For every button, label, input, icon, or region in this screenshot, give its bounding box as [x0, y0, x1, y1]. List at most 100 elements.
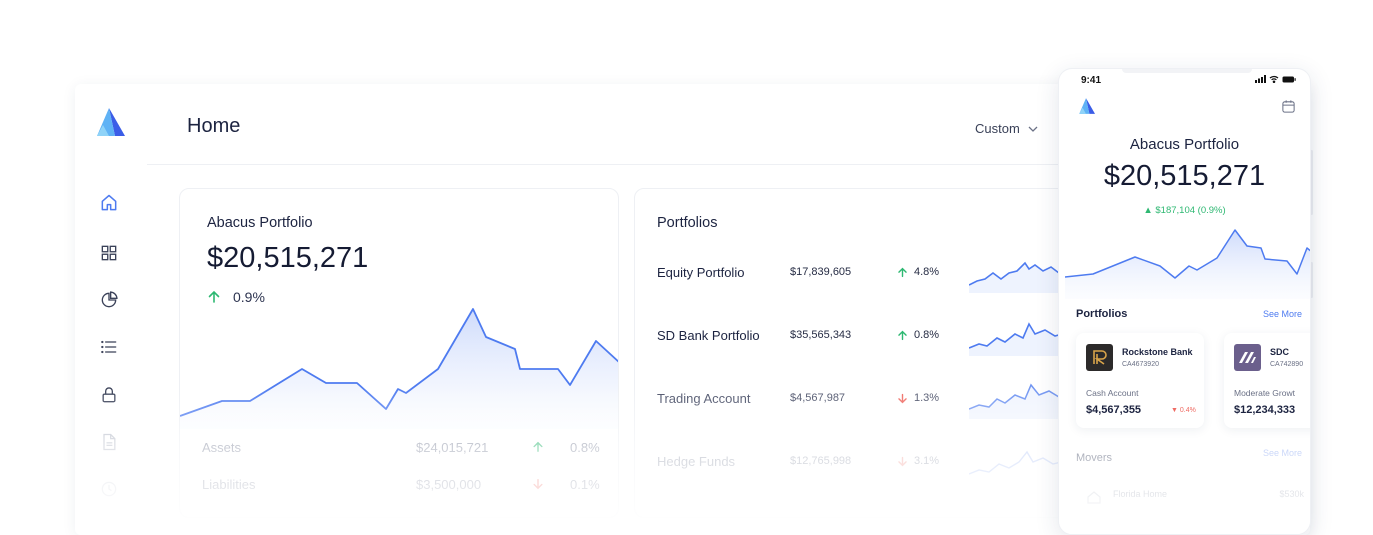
mobile-area-chart[interactable]: [1065, 224, 1311, 299]
mobile-movers-heading: Movers: [1076, 452, 1113, 464]
sidebar-item-dashboard[interactable]: [97, 241, 121, 265]
portfolio-change-value: 0.9%: [233, 289, 265, 305]
summary-label: Assets: [202, 440, 242, 455]
portfolio-card-value: $20,515,271: [207, 242, 369, 274]
sidebar: [75, 84, 145, 535]
status-icons: [1255, 75, 1296, 83]
triangle-up-icon: ▲: [1143, 205, 1156, 216]
summary-change: 0.8%: [570, 440, 600, 455]
mover-row[interactable]: Florida Home $530k: [1079, 487, 1304, 507]
mobile-chart-line: [1065, 229, 1310, 279]
account-value: $12,234,333: [1234, 404, 1296, 416]
bottom-fade-overlay: [1059, 424, 1310, 534]
portfolio-change-value: 3.1%: [914, 455, 940, 467]
date-range-select[interactable]: Custom: [975, 121, 1038, 136]
account-card-sdc[interactable]: SDC CA742890 Moderate Growt $12,234,333: [1224, 333, 1310, 428]
portfolio-card-change: 0.9%: [207, 289, 265, 305]
account-id: CA4673920: [1122, 361, 1159, 368]
portfolio-change: 4.8%: [897, 266, 939, 278]
chevron-down-icon: [1028, 126, 1038, 132]
arrow-down-icon: [532, 478, 544, 493]
calendar-icon[interactable]: [1281, 99, 1296, 114]
signal-icon: [1255, 75, 1266, 83]
sidebar-item-list[interactable]: [97, 335, 121, 359]
mobile-portfolio-value: $20,515,271: [1103, 160, 1266, 192]
portfolio-sparkline: [969, 450, 1069, 475]
portfolio-value: $12,765,998: [790, 455, 852, 467]
account-card-rockstone[interactable]: Rockstone Bank CA4673920 Cash Account $4…: [1076, 333, 1204, 428]
portfolio-value: $4,567,987: [790, 392, 846, 404]
clock-icon: [101, 481, 117, 497]
grid-icon: [101, 245, 117, 261]
summary-label: Liabilities: [202, 477, 256, 492]
list-icon: [101, 340, 117, 354]
scroll-indicator: [1310, 262, 1313, 298]
arrow-up-icon: [898, 267, 907, 277]
portfolio-row-equity[interactable]: Equity Portfolio $17,839,605 4.8%: [657, 253, 1133, 293]
mobile-app-window: 9:41 Abacus Portfolio $20,515,271 ▲ $187…: [1058, 68, 1311, 535]
mobile-chart-area: [1065, 230, 1310, 299]
portfolio-area-chart[interactable]: [180, 289, 619, 429]
account-type: Moderate Growt: [1234, 388, 1295, 398]
portfolio-sparkline: [969, 261, 1069, 293]
triangle-down-icon: ▼: [1171, 407, 1180, 414]
portfolio-change-value: 4.8%: [914, 266, 940, 278]
scroll-indicator: [1310, 150, 1313, 215]
portfolio-change: 3.1%: [897, 455, 939, 467]
arrow-down-icon: [898, 393, 907, 403]
account-change-value: 0.4%: [1179, 407, 1196, 414]
account-value: $4,567,355: [1086, 404, 1142, 416]
mobile-portfolios-heading: Portfolios: [1076, 308, 1128, 320]
lock-icon: [102, 387, 116, 403]
summary-value: $24,015,721: [416, 440, 489, 455]
portfolio-value: $17,839,605: [790, 266, 852, 278]
portfolio-change-value: 1.3%: [914, 392, 940, 404]
portfolio-chart-line: [180, 308, 618, 417]
mobile-change-value: $187,104 (0.9%): [1155, 205, 1226, 216]
battery-icon: [1282, 76, 1296, 82]
abacus-logo[interactable]: [1077, 98, 1095, 114]
portfolio-change: 0.8%: [897, 329, 939, 341]
arrow-up-icon: [898, 330, 907, 340]
arrow-up-icon: [532, 441, 544, 456]
portfolio-value: $35,565,343: [790, 329, 852, 341]
summary-change: 0.1%: [570, 477, 600, 492]
mobile-movers-see-more[interactable]: See More: [1262, 448, 1302, 458]
sidebar-item-history[interactable]: [97, 477, 121, 501]
header-divider: [147, 164, 1310, 165]
sidebar-item-home[interactable]: [97, 191, 121, 215]
sidebar-item-security[interactable]: [97, 383, 121, 407]
sidebar-item-reports[interactable]: [97, 288, 121, 312]
status-bar: 9:41: [1081, 75, 1296, 89]
portfolio-card-title: Abacus Portfolio: [207, 215, 313, 231]
summary-value: $3,500,000: [416, 477, 482, 492]
wifi-icon: [1269, 75, 1279, 83]
portfolio-name: Trading Account: [657, 391, 751, 406]
account-name: Rockstone Bank: [1122, 347, 1193, 357]
document-icon: [103, 433, 116, 451]
sidebar-item-documents[interactable]: [97, 430, 121, 454]
arrow-down-icon: [898, 456, 907, 466]
portfolio-row-sd-bank[interactable]: SD Bank Portfolio $35,565,343 0.8%: [657, 316, 1133, 356]
portfolios-card-title: Portfolios: [657, 215, 718, 231]
portfolio-sparkline: [969, 322, 1069, 356]
abacus-logo[interactable]: [93, 108, 125, 136]
phone-notch: [1122, 69, 1252, 73]
account-name: SDC: [1270, 347, 1290, 357]
portfolio-name: Equity Portfolio: [657, 265, 745, 280]
portfolio-name: Hedge Funds: [657, 454, 736, 469]
mobile-portfolios-see-more[interactable]: See More: [1262, 309, 1302, 319]
portfolio-change: 1.3%: [897, 392, 939, 404]
portfolio-summary-card: Abacus Portfolio $20,515,271 0.9% Assets…: [179, 188, 619, 518]
home-icon: [101, 194, 117, 211]
rockstone-logo-icon: [1086, 344, 1113, 371]
account-change: ▼ 0.4%: [1171, 407, 1196, 414]
status-time: 9:41: [1081, 75, 1102, 86]
portfolio-sparkline: [969, 383, 1069, 419]
arrow-up-icon: [208, 290, 220, 303]
account-type: Cash Account: [1086, 388, 1139, 398]
mover-name: Florida Home: [1113, 489, 1168, 499]
page-title: Home: [187, 115, 241, 137]
portfolio-change-value: 0.8%: [914, 329, 940, 341]
mobile-portfolio-change: ▲ $187,104 (0.9%): [1059, 205, 1310, 216]
